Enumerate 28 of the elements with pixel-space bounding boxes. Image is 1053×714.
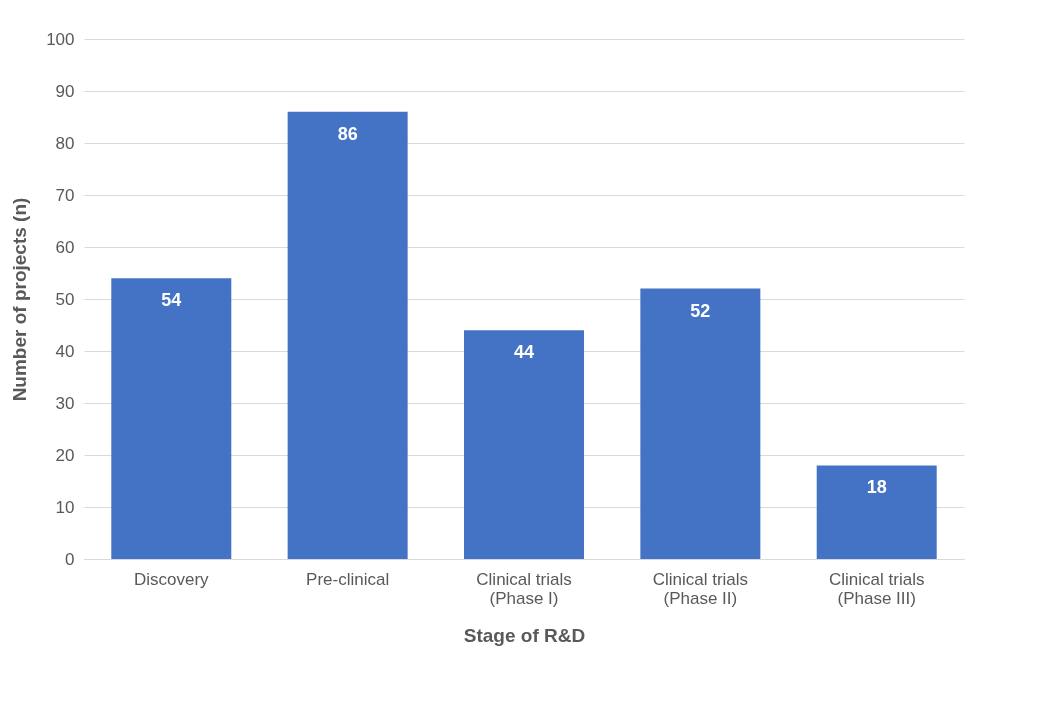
y-tick-label: 100 [46,29,75,49]
y-tick-label: 10 [55,497,75,517]
y-tick-label: 60 [55,237,75,257]
x-axis-title: Stage of R&D [463,624,586,646]
y-tick-label: 80 [55,133,75,153]
bar [111,278,232,559]
data-label: 54 [161,290,182,311]
y-tick-label: 20 [55,445,75,465]
bar [287,111,408,559]
y-tick-label: 70 [55,185,75,205]
bar [464,330,584,559]
y-tick-label: 30 [55,393,75,413]
bar [640,288,761,559]
x-tick-label: Discovery [133,569,210,589]
x-tick-label: Pre-clinical [306,569,390,589]
data-label: 18 [866,477,887,498]
y-tick-label: 0 [65,549,75,569]
x-tick-label: Clinical trials (Phase II) [652,569,749,608]
y-axis-title: Number of projects (n) [9,197,31,402]
x-tick-label: Clinical trials (Phase I) [476,569,572,608]
data-label: 44 [513,342,535,363]
data-label: 52 [690,300,711,321]
bar [816,465,937,559]
y-tick-label: 40 [55,341,75,361]
x-tick-label: Clinical trials (Phase III) [828,569,925,608]
y-tick-label: 90 [55,81,75,101]
y-tick-label: 50 [55,289,75,309]
data-label: 86 [337,123,358,144]
